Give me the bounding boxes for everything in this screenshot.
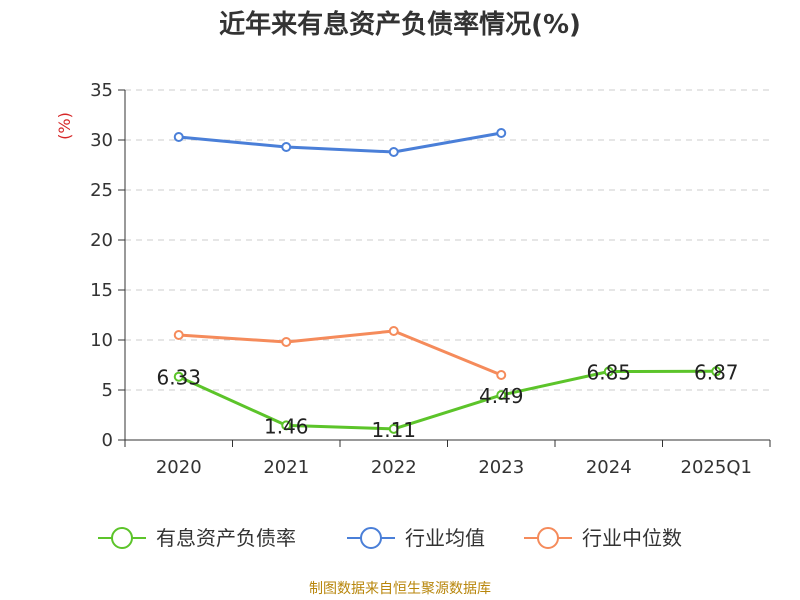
- data-point: [173, 132, 184, 142]
- x-tick-label: 2020: [156, 457, 202, 478]
- x-tick-label: 2023: [478, 457, 524, 478]
- data-point: [496, 128, 507, 138]
- x-tick-label: 2021: [263, 457, 309, 478]
- series-line: [178, 329, 502, 377]
- data-point: [496, 370, 507, 380]
- data-label: 6.85: [586, 361, 631, 385]
- x-tick-label: 2024: [586, 457, 632, 478]
- legend-marker: [537, 527, 559, 549]
- data-label: 1.11: [371, 418, 416, 442]
- data-label: 1.46: [264, 414, 309, 438]
- data-point: [281, 142, 292, 152]
- legend-label: 行业中位数: [582, 526, 682, 550]
- data-point: [388, 423, 399, 434]
- data-label: 6.33: [156, 366, 201, 390]
- data-point: [173, 371, 184, 382]
- series-line: [178, 131, 502, 154]
- data-point: [711, 366, 722, 377]
- y-tick-label: 30: [90, 130, 113, 151]
- y-tick-label: 0: [102, 430, 113, 451]
- data-point: [281, 420, 292, 431]
- legend-label: 有息资产负债率: [156, 526, 296, 550]
- data-point: [388, 147, 399, 157]
- data-point: [281, 337, 292, 347]
- y-tick-label: 10: [90, 330, 113, 351]
- legend-marker: [111, 527, 133, 549]
- y-tick-label: 15: [90, 280, 113, 301]
- y-axis-unit-label: (%): [55, 112, 74, 140]
- data-point: [388, 326, 399, 336]
- y-tick-label: 35: [90, 80, 113, 101]
- x-tick-label: 2025Q1: [681, 457, 752, 478]
- data-point: [603, 366, 614, 377]
- source-note: 制图数据来自恒生聚源数据库: [309, 581, 491, 597]
- x-tick-label: 2022: [371, 457, 417, 478]
- y-tick-label: 25: [90, 180, 113, 201]
- data-label: 4.49: [479, 384, 524, 408]
- legend-label: 行业均值: [405, 526, 485, 550]
- data-point: [173, 330, 184, 340]
- legend-marker: [360, 527, 382, 549]
- y-tick-label: 5: [102, 380, 113, 401]
- data-point: [496, 390, 507, 401]
- y-tick-label: 20: [90, 230, 113, 251]
- series-line: [178, 369, 717, 431]
- chart-title: 近年来有息资产负债率情况(%): [219, 10, 581, 40]
- data-label: 6.87: [694, 360, 739, 384]
